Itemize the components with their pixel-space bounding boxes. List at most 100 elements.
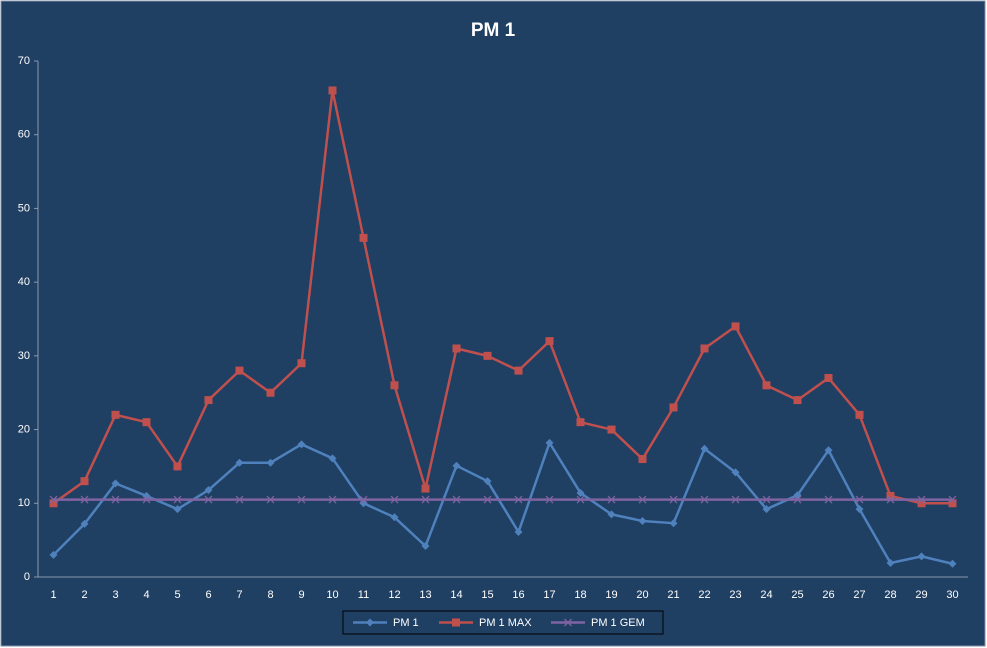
data-point xyxy=(483,477,492,486)
data-point xyxy=(235,458,244,467)
data-point xyxy=(328,454,337,463)
y-tick-label: 0 xyxy=(24,571,30,583)
data-point xyxy=(576,418,585,427)
data-point xyxy=(235,366,244,375)
x-tick-label: 9 xyxy=(298,589,304,601)
data-point xyxy=(824,446,833,455)
y-tick-label: 50 xyxy=(18,202,30,214)
data-point xyxy=(514,528,523,537)
data-point xyxy=(80,495,89,504)
data-point xyxy=(390,513,399,522)
x-tick-label: 17 xyxy=(543,589,555,601)
data-point xyxy=(452,461,461,470)
data-point xyxy=(359,233,368,242)
x-tick-label: 21 xyxy=(667,589,679,601)
x-tick-label: 13 xyxy=(419,589,431,601)
data-point xyxy=(793,495,802,504)
data-point xyxy=(917,499,926,508)
data-point xyxy=(49,499,58,508)
data-point xyxy=(700,344,709,353)
data-point xyxy=(886,558,895,567)
x-tick-label: 30 xyxy=(946,589,958,601)
data-point xyxy=(514,366,523,375)
data-point xyxy=(948,559,957,568)
data-point xyxy=(80,519,89,528)
legend-marker xyxy=(452,618,460,627)
data-point xyxy=(607,425,616,434)
x-tick-label: 1 xyxy=(50,589,56,601)
data-point xyxy=(421,495,430,504)
data-point xyxy=(886,491,895,500)
chart-title: PM 1 xyxy=(471,20,516,41)
data-point xyxy=(111,410,120,419)
data-point xyxy=(390,495,399,504)
x-tick-label: 26 xyxy=(822,589,834,601)
x-tick-label: 4 xyxy=(143,589,149,601)
x-tick-label: 15 xyxy=(481,589,493,601)
x-tick-label: 24 xyxy=(760,589,772,601)
x-tick-label: 16 xyxy=(512,589,524,601)
x-tick-label: 6 xyxy=(205,589,211,601)
data-point xyxy=(886,495,895,504)
x-tick-label: 29 xyxy=(915,589,927,601)
data-point xyxy=(824,495,833,504)
data-point xyxy=(173,462,182,471)
data-point xyxy=(638,455,647,464)
data-point xyxy=(173,495,182,504)
x-tick-label: 22 xyxy=(698,589,710,601)
y-tick-label: 30 xyxy=(18,350,30,362)
data-point xyxy=(731,468,740,477)
x-tick-label: 5 xyxy=(174,589,180,601)
x-tick-label: 12 xyxy=(388,589,400,601)
data-point xyxy=(483,351,492,360)
data-point xyxy=(266,495,275,504)
data-point xyxy=(855,505,864,514)
series-line xyxy=(52,89,953,505)
data-point xyxy=(390,381,399,390)
legend-label: PM 1 xyxy=(393,617,419,629)
data-point xyxy=(762,381,771,390)
data-point xyxy=(421,484,430,493)
data-point xyxy=(204,486,213,495)
data-point xyxy=(266,388,275,397)
data-point xyxy=(49,550,58,559)
legend-label: PM 1 GEM xyxy=(591,617,645,629)
data-point xyxy=(359,495,368,504)
y-tick-label: 70 xyxy=(18,55,30,67)
data-point xyxy=(669,403,678,412)
data-point xyxy=(855,410,864,419)
data-point xyxy=(855,495,864,504)
x-tick-label: 3 xyxy=(112,589,118,601)
data-point xyxy=(576,488,585,497)
data-point xyxy=(173,505,182,514)
data-point xyxy=(638,495,647,504)
x-tick-label: 27 xyxy=(853,589,865,601)
data-point xyxy=(80,477,89,486)
data-point xyxy=(514,495,523,504)
data-point xyxy=(328,86,337,95)
data-point xyxy=(483,495,492,504)
legend-marker xyxy=(366,618,374,627)
x-tick-label: 14 xyxy=(450,589,462,601)
data-point xyxy=(731,495,740,504)
data-point xyxy=(328,495,337,504)
data-point xyxy=(700,495,709,504)
data-point xyxy=(49,495,58,504)
x-tick-label: 23 xyxy=(729,589,741,601)
data-point xyxy=(297,495,306,504)
x-tick-label: 28 xyxy=(884,589,896,601)
data-point xyxy=(607,495,616,504)
data-point xyxy=(917,495,926,504)
y-tick-label: 10 xyxy=(18,497,30,509)
data-point xyxy=(204,396,213,405)
data-point xyxy=(452,495,461,504)
y-tick-label: 40 xyxy=(18,276,30,288)
data-point xyxy=(545,337,554,346)
y-tick-label: 60 xyxy=(18,129,30,141)
data-point xyxy=(545,495,554,504)
data-point xyxy=(762,505,771,514)
data-point xyxy=(638,516,647,525)
data-point xyxy=(111,495,120,504)
x-tick-label: 25 xyxy=(791,589,803,601)
